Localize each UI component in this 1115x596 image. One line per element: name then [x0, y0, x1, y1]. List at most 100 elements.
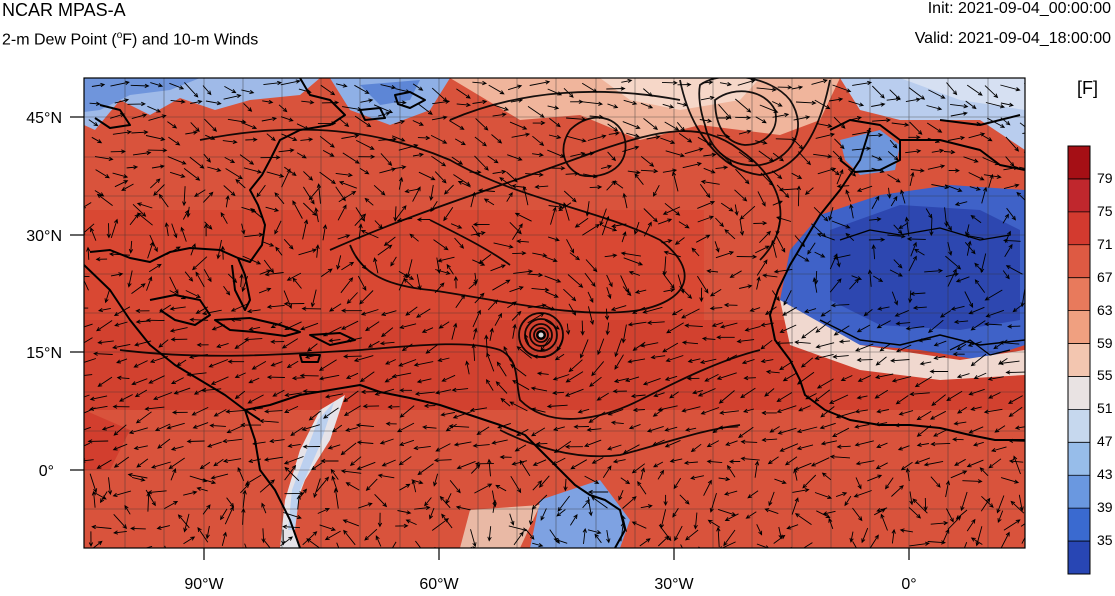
wind-arrow — [169, 82, 185, 90]
wind-arrow — [472, 443, 490, 448]
wind-arrow — [954, 201, 968, 206]
wind-arrow — [832, 84, 852, 93]
wind-arrow — [970, 353, 987, 367]
wind-arrow — [256, 184, 266, 198]
wind-arrow — [536, 371, 549, 376]
wind-arrow — [683, 460, 698, 465]
wind-arrow — [170, 445, 184, 451]
wind-arrow — [642, 306, 663, 314]
wind-arrow — [483, 198, 495, 206]
wind-arrow — [417, 135, 431, 141]
wind-arrow — [107, 477, 113, 496]
colorbar-label: 35 — [1097, 532, 1113, 549]
wind-arrow — [829, 253, 838, 270]
wind-arrow — [950, 305, 965, 311]
wind-arrow — [493, 104, 509, 111]
wind-arrow — [413, 445, 431, 451]
wind-arrow — [264, 409, 283, 414]
wind-arrow — [765, 306, 777, 316]
wind-arrow — [566, 135, 587, 143]
wind-arrow — [871, 244, 876, 260]
wind-arrow — [737, 79, 756, 86]
wind-arrow — [997, 510, 1004, 524]
wind-arrow — [261, 241, 275, 247]
wind-arrow — [738, 129, 752, 135]
wind-arrow — [931, 394, 946, 406]
wind-arrow — [158, 339, 169, 348]
wind-arrow — [114, 321, 128, 327]
wind-arrow — [569, 252, 581, 261]
wind-arrow — [776, 216, 792, 222]
wind-arrow — [468, 281, 478, 290]
wind-arrow — [310, 289, 317, 308]
wind-arrow — [717, 115, 731, 121]
wind-arrow — [680, 544, 683, 548]
wind-arrow — [581, 82, 598, 93]
wind-arrow — [632, 306, 646, 314]
wind-arrow — [339, 118, 350, 127]
wind-arrow — [298, 248, 317, 256]
wind-arrow — [341, 320, 359, 330]
wind-arrow — [88, 119, 99, 127]
wind-arrow — [891, 528, 896, 544]
wind-arrow — [985, 309, 1005, 318]
wind-arrow — [762, 273, 778, 278]
wind-arrow — [437, 256, 455, 263]
wind-arrow — [916, 425, 932, 437]
wind-arrow — [927, 319, 944, 333]
wind-arrow — [772, 200, 783, 206]
wind-arrow — [956, 373, 970, 379]
wind-arrow — [202, 504, 211, 515]
wind-arrow — [1020, 289, 1025, 308]
wind-arrow — [331, 475, 339, 493]
wind-arrow — [718, 476, 731, 482]
wind-arrow — [804, 308, 817, 314]
wind-arrow — [773, 268, 793, 274]
wind-arrow — [260, 155, 281, 160]
wind-arrow — [871, 155, 883, 161]
wind-arrow — [908, 255, 917, 272]
wind-arrow — [548, 134, 562, 140]
wind-arrow — [606, 274, 613, 288]
wind-arrow — [909, 491, 914, 506]
wind-arrow — [643, 221, 652, 237]
wind-arrow — [450, 223, 463, 229]
wind-arrow — [621, 324, 627, 344]
wind-arrow — [627, 170, 641, 175]
wind-arrow — [446, 263, 454, 275]
wind-arrow — [950, 103, 969, 109]
colorbar-segment — [1068, 442, 1090, 476]
wind-arrow — [963, 156, 979, 163]
wind-arrow — [397, 510, 412, 515]
wind-arrow — [176, 359, 187, 367]
wind-arrow — [876, 507, 888, 513]
wind-arrow — [453, 174, 471, 186]
wind-arrow — [473, 327, 478, 340]
wind-arrow — [261, 502, 267, 514]
wind-arrow — [591, 457, 604, 464]
wind-arrow — [931, 148, 945, 153]
wind-arrow — [169, 306, 186, 311]
wind-arrow — [761, 437, 778, 443]
wind-arrow — [113, 306, 131, 317]
wind-arrow — [134, 340, 152, 347]
wind-arrow — [898, 410, 914, 416]
wind-arrow — [311, 462, 323, 471]
wind-arrow — [984, 322, 1002, 327]
wind-arrow — [189, 475, 208, 483]
wind-arrow — [226, 424, 245, 434]
wind-arrow — [1019, 122, 1025, 128]
wind-arrow — [795, 100, 817, 106]
wind-arrow — [358, 154, 376, 159]
wind-arrow — [412, 83, 424, 91]
wind-arrow — [240, 422, 262, 428]
wind-arrow — [890, 358, 910, 363]
wind-arrow — [430, 134, 448, 144]
wind-arrow — [283, 238, 294, 250]
wind-arrow — [927, 164, 946, 170]
wind-arrow — [506, 171, 518, 183]
wind-arrow — [953, 319, 969, 325]
wind-arrow — [411, 479, 417, 493]
wind-arrow — [503, 345, 512, 362]
wind-arrow — [779, 443, 799, 452]
